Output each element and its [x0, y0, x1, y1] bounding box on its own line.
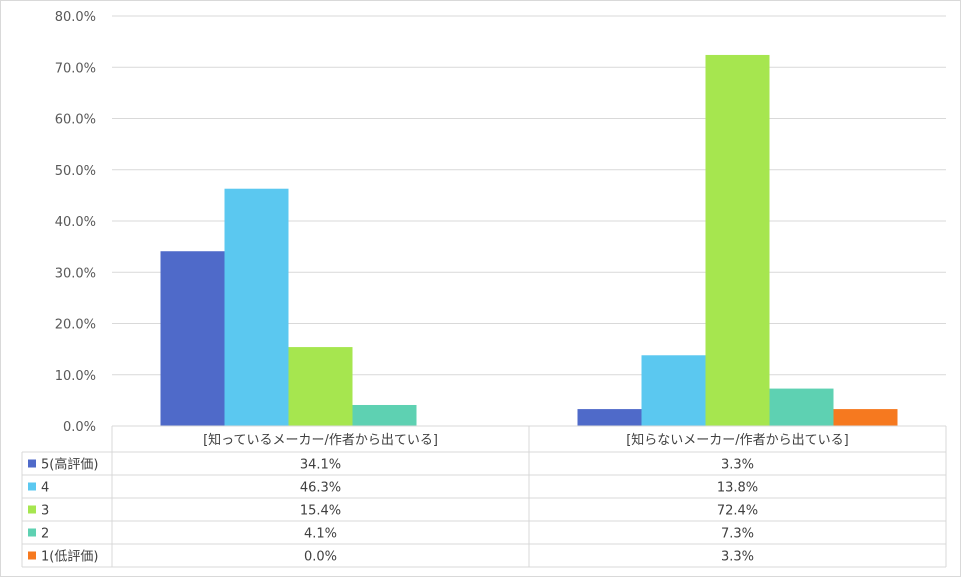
y-tick-label: 50.0%: [55, 164, 96, 179]
data-label: 72.4%: [717, 504, 758, 519]
legend-key: [28, 551, 36, 560]
data-table: [知っているメーカー/作者から出ている] [知らないメーカー/作者から出ている] 5…: [21, 425, 947, 568]
legend-key: [28, 482, 36, 491]
legend-key: [28, 459, 36, 468]
data-label: 15.4%: [300, 504, 341, 519]
data-label: 46.3%: [300, 481, 341, 496]
series-name: 1(低評価): [41, 550, 98, 565]
data-label: 0.0%: [304, 550, 337, 565]
bar: [705, 54, 770, 426]
data-label: 13.8%: [717, 481, 758, 496]
series-name: 5(高評価): [41, 457, 98, 473]
y-tick-label: 0.0%: [63, 420, 96, 435]
series-name: 2: [41, 527, 49, 542]
y-tick-label: 20.0%: [55, 318, 96, 333]
bars: [160, 54, 898, 426]
legend-key: [28, 528, 36, 537]
data-label: 34.1%: [300, 458, 341, 473]
bar: [160, 251, 225, 426]
category-label: [知らないメーカー/作者から出ている]: [626, 432, 849, 448]
legend-key: [28, 505, 36, 514]
data-label: 3.3%: [721, 458, 754, 473]
y-tick-label: 10.0%: [55, 369, 96, 384]
bar: [833, 409, 898, 426]
y-axis-ticks: 0.0% 10.0% 20.0% 30.0% 40.0% 50.0% 60.0% 70.0% 8…: [55, 10, 96, 435]
y-tick-label: 30.0%: [55, 266, 96, 281]
bar: [769, 388, 834, 426]
data-label: 3.3%: [721, 550, 754, 565]
y-tick-label: 80.0%: [55, 10, 96, 25]
bar: [224, 188, 289, 426]
y-tick-label: 40.0%: [55, 215, 96, 230]
data-label: 4.1%: [304, 527, 337, 542]
bar: [641, 355, 706, 426]
series-name: 4: [41, 481, 49, 496]
data-label: 7.3%: [721, 527, 754, 542]
series-name: 3: [41, 504, 49, 519]
y-tick-label: 60.0%: [55, 113, 96, 128]
category-label: [知っているメーカー/作者から出ている]: [203, 432, 438, 448]
bar: [577, 409, 642, 426]
bar: [288, 347, 353, 426]
bar: [352, 404, 417, 426]
y-tick-label: 70.0%: [55, 61, 96, 76]
